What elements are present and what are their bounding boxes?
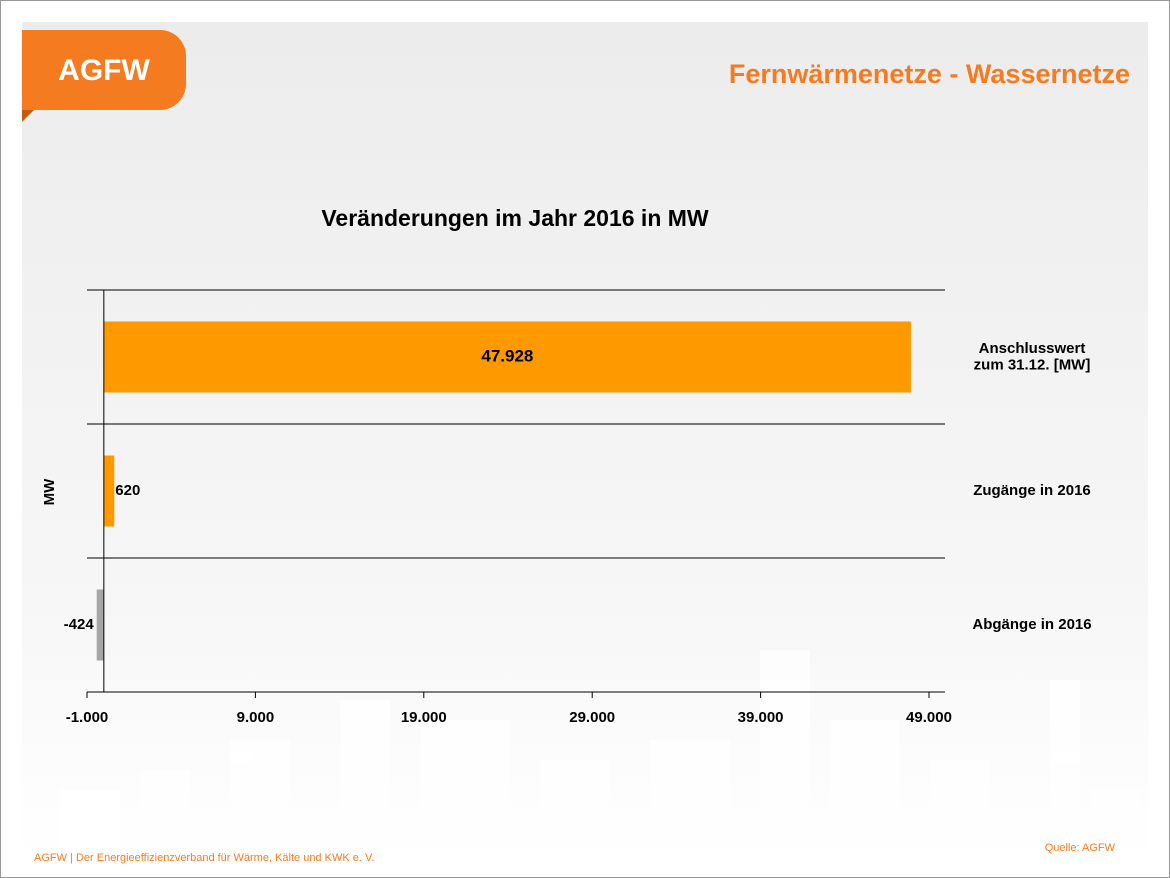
bar xyxy=(103,455,115,527)
slide-background xyxy=(22,22,1148,858)
x-tick-label: 49.000 xyxy=(906,709,952,726)
chart-title: Veränderungen im Jahr 2016 in MW xyxy=(321,205,709,231)
data-label: -424 xyxy=(64,616,95,633)
category-label: Anschlusswert zum 31.12. [MW] xyxy=(974,340,1091,374)
logo-fold xyxy=(22,110,34,122)
category-label: Zugänge in 2016 xyxy=(973,482,1091,499)
y-axis-label: MW xyxy=(41,478,58,505)
footer-text: AGFW | Der Energieeffizienzverband für W… xyxy=(34,852,374,864)
source: Quelle: AGFW xyxy=(1045,842,1116,854)
category-label: Abgänge in 2016 xyxy=(972,616,1091,633)
logo: AGFW xyxy=(58,54,150,87)
x-tick-label: -1.000 xyxy=(66,709,109,726)
x-tick-label: 39.000 xyxy=(738,709,784,726)
data-label: 620 xyxy=(115,482,140,499)
x-tick-label: 29.000 xyxy=(569,709,615,726)
slide-title: Fernwärmenetze - Wassernetze xyxy=(729,59,1130,89)
data-label: 47.928 xyxy=(481,346,533,365)
skyline xyxy=(60,650,1140,850)
logo-shape xyxy=(22,30,186,110)
x-tick-label: 9.000 xyxy=(237,709,275,726)
bar xyxy=(96,589,104,661)
x-tick-label: 19.000 xyxy=(401,709,447,726)
bar xyxy=(103,321,911,393)
